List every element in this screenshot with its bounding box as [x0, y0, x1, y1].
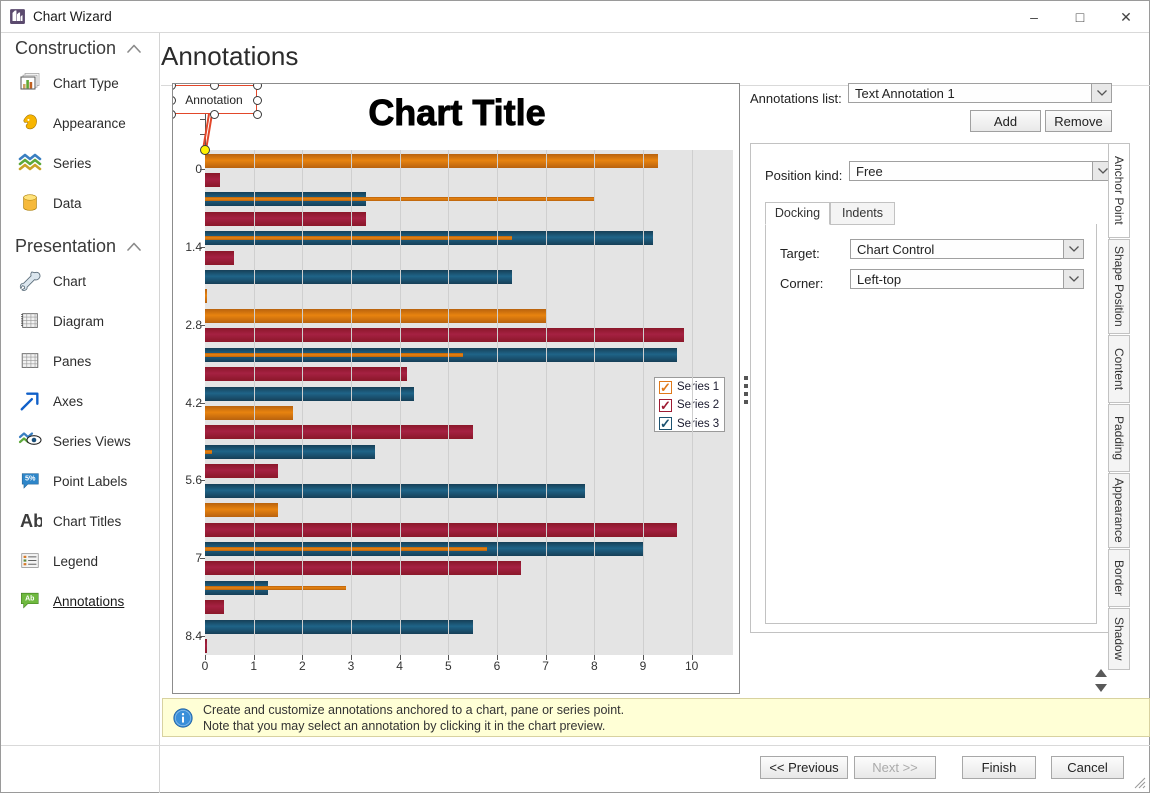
- svg-text:Ab: Ab: [19, 511, 41, 531]
- svg-text:5%: 5%: [24, 473, 35, 482]
- svg-text:Ab: Ab: [25, 595, 34, 602]
